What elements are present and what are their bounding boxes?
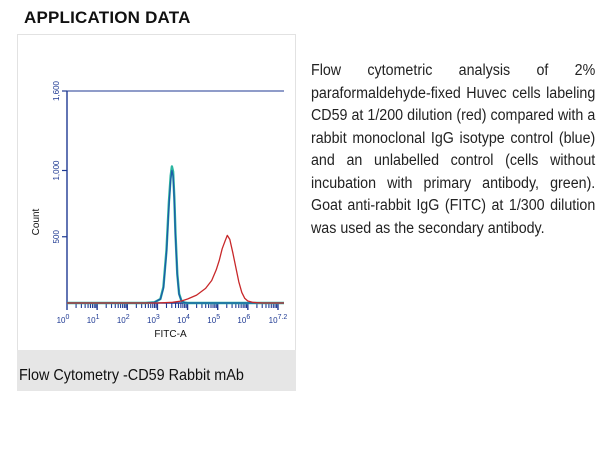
figure-description: Flow cytometric analysis of 2% paraforma… <box>311 60 595 240</box>
x-axis-title: FITC-A <box>154 329 187 340</box>
figure-panel <box>17 34 296 391</box>
x-tick-label: 106 <box>237 314 250 325</box>
chart-series <box>67 165 284 305</box>
chart-labels: 500 1,000 1,600 100 101 102 103 104 105 106 107.2 F… <box>31 80 287 340</box>
x-tick-label: 105 <box>207 314 220 325</box>
y-tick-label: 1,600 <box>52 80 61 101</box>
x-tick-label: 107.2 <box>269 314 288 325</box>
y-axis-title: Count <box>31 208 42 235</box>
section-heading: APPLICATION DATA <box>24 8 191 27</box>
y-tick-label: 500 <box>52 230 61 244</box>
description-text: Flow cytometric analysis of 2% paraforma… <box>311 62 596 237</box>
y-tick-label: 1,000 <box>52 160 61 181</box>
x-tick-label: 104 <box>177 314 190 325</box>
x-tick-label: 102 <box>117 314 130 325</box>
series-line-cd59 <box>67 234 284 304</box>
chart-axes <box>62 90 284 310</box>
caption-bar: Flow Cytometry -CD59 Rabbit mAb <box>17 350 296 391</box>
x-tick-label: 103 <box>147 314 160 325</box>
series-line-isotype-control <box>67 169 284 304</box>
x-tick-label: 101 <box>87 314 100 325</box>
figure-caption: Flow Cytometry -CD59 Rabbit mAb <box>19 367 244 384</box>
x-tick-label: 100 <box>57 314 70 325</box>
